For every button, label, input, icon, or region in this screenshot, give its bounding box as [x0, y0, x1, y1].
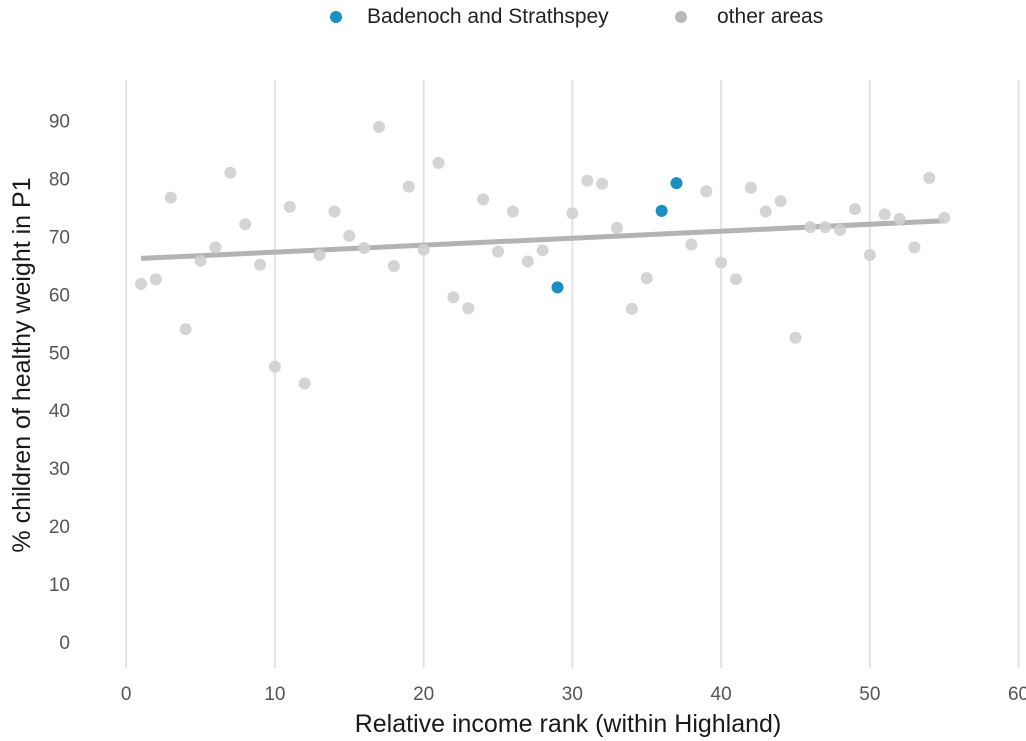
data-point [269, 361, 281, 373]
data-point [626, 303, 638, 315]
x-tick-label: 0 [121, 684, 132, 705]
data-point [358, 242, 370, 254]
data-point [447, 291, 459, 303]
y-tick-label: 90 [49, 112, 70, 133]
x-axis-title: Relative income rank (within Highland) [355, 710, 782, 738]
x-tick-label: 50 [859, 684, 880, 705]
x-tick-label: 60 [1008, 684, 1026, 705]
data-point [328, 206, 340, 218]
y-tick-label: 20 [49, 517, 70, 538]
data-point [879, 208, 891, 220]
data-point [938, 212, 950, 224]
data-point [284, 201, 296, 213]
data-point [908, 241, 920, 253]
data-point [343, 230, 355, 242]
data-point [745, 182, 757, 194]
y-tick-label: 60 [49, 285, 70, 306]
data-point [804, 221, 816, 233]
data-point [433, 157, 445, 169]
data-point [775, 195, 787, 207]
data-point [373, 121, 385, 133]
data-point [596, 178, 608, 190]
data-point [462, 302, 474, 314]
gridlines [126, 80, 1018, 668]
data-point [418, 244, 430, 256]
data-point [894, 213, 906, 225]
data-point [477, 193, 489, 205]
data-point-highlight [670, 177, 682, 189]
data-point [611, 222, 623, 234]
y-tick-label: 70 [49, 227, 70, 248]
data-point [834, 224, 846, 236]
data-point [150, 273, 162, 285]
data-point [819, 221, 831, 233]
y-tick-label: 0 [59, 633, 70, 654]
data-point [299, 378, 311, 390]
data-point [789, 332, 801, 344]
x-tick-label: 40 [711, 684, 732, 705]
x-tick-label: 20 [413, 684, 434, 705]
data-point [849, 203, 861, 215]
data-point [864, 249, 876, 261]
data-point [224, 167, 236, 179]
data-point [239, 218, 251, 230]
y-tick-label: 50 [49, 343, 70, 364]
data-point [923, 172, 935, 184]
data-point [180, 323, 192, 335]
y-tick-label: 80 [49, 169, 70, 190]
data-point [135, 278, 147, 290]
y-axis-title: % children of healthy weight in P1 [8, 177, 36, 552]
data-point-highlight [552, 281, 564, 293]
data-point [715, 256, 727, 268]
data-point [403, 181, 415, 193]
data-point [254, 259, 266, 271]
y-tick-label: 30 [49, 459, 70, 480]
y-tick-label: 10 [49, 575, 70, 596]
tick-labels: 0 10 20 30 40 50 60 0 10 20 30 40 50 60 70 80 90 [49, 112, 1026, 705]
data-point [314, 249, 326, 261]
data-point [700, 185, 712, 197]
data-point [209, 241, 221, 253]
y-tick-label: 40 [49, 401, 70, 422]
data-point [537, 244, 549, 256]
x-tick-label: 30 [562, 684, 583, 705]
data-point-highlight [656, 205, 668, 217]
data-point [641, 272, 653, 284]
data-point [566, 207, 578, 219]
data-point [522, 255, 534, 267]
data-point [165, 192, 177, 204]
data-point [581, 175, 593, 187]
data-point [492, 245, 504, 257]
data-point [507, 206, 519, 218]
data-point [760, 206, 772, 218]
data-point [730, 273, 742, 285]
data-point [388, 260, 400, 272]
data-point [685, 239, 697, 251]
x-tick-label: 10 [264, 684, 285, 705]
data-point [195, 255, 207, 267]
